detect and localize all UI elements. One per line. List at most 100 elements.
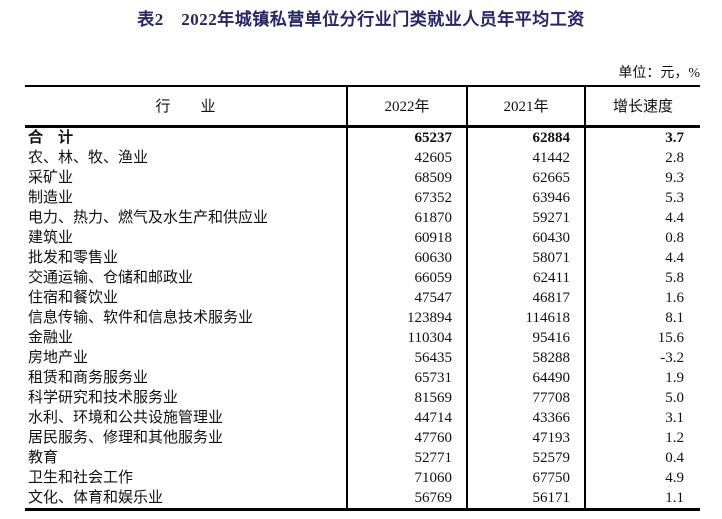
value-2021-cell: 58288: [466, 347, 585, 368]
industry-cell: 水利、环境和公共设施管理业: [28, 409, 224, 426]
industry-cell: 电力、热力、燃气及水生产和供应业: [28, 209, 269, 226]
value-2022-cell: 81569: [346, 387, 467, 408]
growth-cell: 5.3: [584, 187, 700, 208]
growth-cell: 8.1: [584, 307, 700, 328]
industry-cell: 文化、体育和娱乐业: [28, 489, 164, 506]
table-header: 行 业 2022年 2021年 增长速度: [25, 86, 700, 128]
growth-cell: 1.1: [584, 487, 700, 509]
industry-cell: 农、林、牧、渔业: [28, 149, 149, 166]
col-header-2021: 2021年: [466, 86, 585, 128]
industry-cell: 批发和零售业: [28, 249, 119, 266]
value-2022-cell: 42605: [346, 147, 467, 168]
table-title: 表2 2022年城镇私营单位分行业门类就业人员年平均工资: [137, 10, 585, 29]
value-2022-cell: 110304: [346, 327, 467, 348]
value-2021-cell: 62665: [466, 167, 585, 188]
value-2021-cell: 43366: [466, 407, 585, 428]
value-2021-cell: 62411: [466, 267, 585, 288]
value-2021-cell: 95416: [466, 327, 585, 348]
col-header-2022: 2022年: [346, 86, 467, 128]
table-row: 采矿业 68509 62665 9.3: [25, 167, 700, 188]
header-row: 行 业 2022年 2021年 增长速度: [25, 86, 700, 128]
value-2022-cell: 60918: [346, 227, 467, 248]
industry-cell: 金融业: [28, 329, 74, 346]
value-2022-cell: 47547: [346, 287, 467, 308]
table-row: 文化、体育和娱乐业 56769 56171 1.1: [25, 487, 700, 509]
growth-cell: 5.8: [584, 267, 700, 288]
industry-cell: 采矿业: [28, 169, 74, 186]
wage-table: 行 业 2022年 2021年 增长速度 合 计 65237 62884 3.7 农、林…: [25, 85, 700, 511]
growth-cell: 0.4: [584, 447, 700, 468]
growth-cell: 2.8: [584, 147, 700, 168]
value-2022-cell: 61870: [346, 207, 467, 228]
value-2022-cell: 65731: [346, 367, 467, 388]
growth-cell: 1.2: [584, 427, 700, 448]
table-row: 电力、热力、燃气及水生产和供应业 61870 59271 4.4: [25, 207, 700, 228]
value-2022-cell: 56435: [346, 347, 467, 368]
growth-cell: 5.0: [584, 387, 700, 408]
table-row: 住宿和餐饮业 47547 46817 1.6: [25, 287, 700, 308]
table-row: 居民服务、修理和其他服务业 47760 47193 1.2: [25, 427, 700, 448]
industry-cell: 科学研究和技术服务业: [28, 389, 179, 406]
value-2022-cell: 66059: [346, 267, 467, 288]
industry-cell: 合 计: [28, 129, 74, 146]
table-row-total: 合 计 65237 62884 3.7: [25, 126, 700, 148]
table-row: 金融业 110304 95416 15.6: [25, 327, 700, 348]
table-body: 合 计 65237 62884 3.7 农、林、牧、渔业 42605 41442 2.8 采矿业…: [25, 126, 700, 509]
industry-cell: 住宿和餐饮业: [28, 289, 119, 306]
growth-cell: 3.7: [584, 126, 700, 148]
growth-cell: 4.9: [584, 467, 700, 488]
value-2022-cell: 60630: [346, 247, 467, 268]
value-2021-cell: 56171: [466, 487, 585, 509]
value-2021-cell: 60430: [466, 227, 585, 248]
growth-cell: 4.4: [584, 247, 700, 268]
growth-cell: 4.4: [584, 207, 700, 228]
value-2021-cell: 47193: [466, 427, 585, 448]
value-2021-cell: 46817: [466, 287, 585, 308]
table-row: 信息传输、软件和信息技术服务业 123894 114618 8.1: [25, 307, 700, 328]
industry-cell: 卫生和社会工作: [28, 469, 134, 486]
value-2021-cell: 41442: [466, 147, 585, 168]
industry-cell: 信息传输、软件和信息技术服务业: [28, 309, 254, 326]
value-2022-cell: 67352: [346, 187, 467, 208]
industry-cell: 房地产业: [28, 349, 89, 366]
col-header-industry: 行 业: [25, 86, 347, 128]
growth-cell: 0.8: [584, 227, 700, 248]
value-2021-cell: 114618: [466, 307, 585, 328]
table-row: 建筑业 60918 60430 0.8: [25, 227, 700, 248]
industry-cell: 租赁和商务服务业: [28, 369, 149, 386]
table-row: 教育 52771 52579 0.4: [25, 447, 700, 468]
industry-cell: 居民服务、修理和其他服务业: [28, 429, 224, 446]
table-row: 科学研究和技术服务业 81569 77708 5.0: [25, 387, 700, 408]
value-2022-cell: 68509: [346, 167, 467, 188]
growth-cell: 15.6: [584, 327, 700, 348]
growth-cell: 1.9: [584, 367, 700, 388]
growth-cell: -3.2: [584, 347, 700, 368]
value-2021-cell: 52579: [466, 447, 585, 468]
value-2022-cell: 47760: [346, 427, 467, 448]
table-row: 制造业 67352 63946 5.3: [25, 187, 700, 208]
table-row: 水利、环境和公共设施管理业 44714 43366 3.1: [25, 407, 700, 428]
value-2022-cell: 71060: [346, 467, 467, 488]
table-row: 租赁和商务服务业 65731 64490 1.9: [25, 367, 700, 388]
value-2021-cell: 77708: [466, 387, 585, 408]
industry-cell: 教育: [28, 449, 59, 466]
growth-cell: 1.6: [584, 287, 700, 308]
value-2021-cell: 63946: [466, 187, 585, 208]
table-row: 农、林、牧、渔业 42605 41442 2.8: [25, 147, 700, 168]
industry-cell: 制造业: [28, 189, 74, 206]
table-row: 交通运输、仓储和邮政业 66059 62411 5.8: [25, 267, 700, 288]
value-2022-cell: 56769: [346, 487, 467, 509]
industry-cell: 建筑业: [28, 229, 74, 246]
value-2022-cell: 44714: [346, 407, 467, 428]
industry-cell: 交通运输、仓储和邮政业: [28, 269, 194, 286]
value-2021-cell: 58071: [466, 247, 585, 268]
value-2021-cell: 62884: [466, 126, 585, 148]
table-row: 房地产业 56435 58288 -3.2: [25, 347, 700, 368]
value-2022-cell: 52771: [346, 447, 467, 468]
table-row: 批发和零售业 60630 58071 4.4: [25, 247, 700, 268]
value-2021-cell: 64490: [466, 367, 585, 388]
growth-cell: 3.1: [584, 407, 700, 428]
value-2021-cell: 59271: [466, 207, 585, 228]
col-header-growth: 增长速度: [584, 86, 700, 128]
